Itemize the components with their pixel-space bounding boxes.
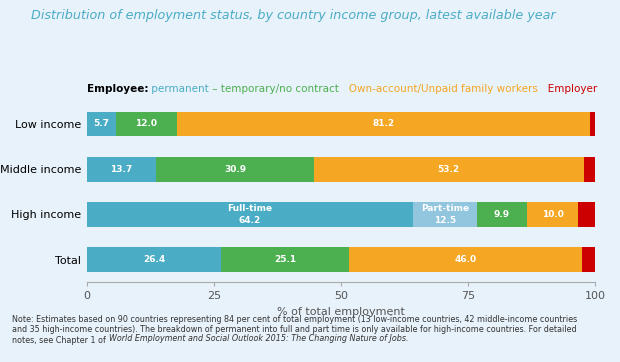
Text: Employer: Employer <box>538 84 597 94</box>
Text: Full-time
64.2: Full-time 64.2 <box>228 205 273 224</box>
Bar <box>87 247 221 272</box>
Bar <box>314 157 584 182</box>
Bar <box>87 157 156 182</box>
Text: 26.4: 26.4 <box>143 255 165 264</box>
Bar <box>87 111 116 136</box>
Bar <box>156 157 314 182</box>
Bar <box>583 247 595 272</box>
Text: 13.7: 13.7 <box>110 165 133 174</box>
Bar <box>221 247 348 272</box>
Bar <box>348 247 583 272</box>
Text: permanent: permanent <box>148 84 209 94</box>
Text: Distribution of employment status, by country income group, latest available yea: Distribution of employment status, by co… <box>31 9 556 22</box>
Text: – temporary/no contract: – temporary/no contract <box>209 84 339 94</box>
Text: Employee:: Employee: <box>87 84 148 94</box>
Text: 81.2: 81.2 <box>372 119 394 129</box>
Bar <box>477 202 527 227</box>
Text: World Employment and Social Outlook 2015: The Changing Nature of Jobs.: World Employment and Social Outlook 2015… <box>108 334 409 343</box>
Bar <box>177 111 590 136</box>
Text: 46.0: 46.0 <box>454 255 477 264</box>
Text: 53.2: 53.2 <box>438 165 460 174</box>
Bar <box>413 202 477 227</box>
X-axis label: % of total employment: % of total employment <box>277 307 405 317</box>
Text: 25.1: 25.1 <box>274 255 296 264</box>
Bar <box>87 202 413 227</box>
Text: 10.0: 10.0 <box>541 210 564 219</box>
Text: Part-time
12.5: Part-time 12.5 <box>421 205 469 224</box>
Text: Note: Estimates based on 90 countries representing 84 per cent of total employme: Note: Estimates based on 90 countries re… <box>12 315 578 345</box>
Text: 9.9: 9.9 <box>494 210 510 219</box>
Bar <box>578 202 595 227</box>
Bar <box>116 111 177 136</box>
Text: 12.0: 12.0 <box>135 119 157 129</box>
Text: Own-account/Unpaid family workers: Own-account/Unpaid family workers <box>339 84 538 94</box>
Bar <box>527 202 578 227</box>
Text: 30.9: 30.9 <box>224 165 246 174</box>
Bar <box>590 111 595 136</box>
Text: 5.7: 5.7 <box>93 119 109 129</box>
Bar <box>584 157 595 182</box>
